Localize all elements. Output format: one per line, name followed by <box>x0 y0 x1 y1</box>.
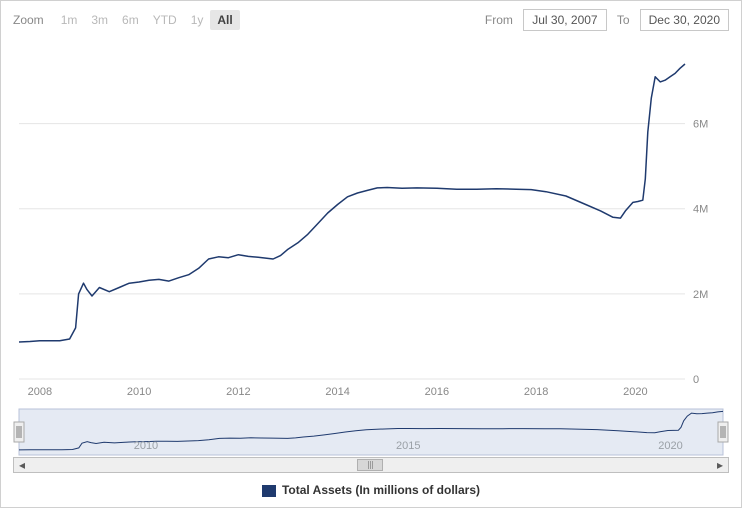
svg-text:6M: 6M <box>693 119 708 131</box>
svg-text:2010: 2010 <box>127 386 151 398</box>
zoom-3m-button[interactable]: 3m <box>84 10 115 30</box>
svg-text:2M: 2M <box>693 289 708 301</box>
zoom-all-button[interactable]: All <box>210 10 239 30</box>
zoom-toolbar: Zoom 1m3m6mYTD1yAll From Jul 30, 2007 To… <box>13 9 729 37</box>
svg-text:2020: 2020 <box>658 440 682 452</box>
zoom-6m-button[interactable]: 6m <box>115 10 146 30</box>
scrollbar-track[interactable] <box>30 458 712 472</box>
scroll-left-icon[interactable]: ◂ <box>14 458 30 472</box>
legend-label: Total Assets (In millions of dollars) <box>282 483 480 497</box>
legend-swatch <box>262 485 276 497</box>
svg-text:4M: 4M <box>693 204 708 216</box>
main-chart[interactable]: 0 2M 4M 6M 2008 2010 2012 2014 2016 2018 2020 <box>13 41 729 401</box>
zoom-ytd-button[interactable]: YTD <box>146 10 184 30</box>
chart-legend: Total Assets (In millions of dollars) <box>13 473 729 497</box>
svg-text:2020: 2020 <box>623 386 647 398</box>
horizontal-scrollbar[interactable]: ◂ ▸ <box>13 457 729 473</box>
zoom-label: Zoom <box>13 13 44 27</box>
navigator-chart[interactable]: 2010 2015 2020 <box>13 407 729 457</box>
svg-text:2014: 2014 <box>325 386 349 398</box>
scrollbar-thumb[interactable] <box>357 459 383 471</box>
to-date-input[interactable]: Dec 30, 2020 <box>640 9 729 31</box>
svg-text:2010: 2010 <box>134 440 158 452</box>
zoom-1m-button[interactable]: 1m <box>54 10 85 30</box>
from-date-input[interactable]: Jul 30, 2007 <box>523 9 607 31</box>
svg-text:2016: 2016 <box>425 386 449 398</box>
svg-text:0: 0 <box>693 374 699 386</box>
to-label: To <box>617 13 630 27</box>
zoom-1y-button[interactable]: 1y <box>184 10 211 30</box>
svg-text:2018: 2018 <box>524 386 548 398</box>
svg-text:2012: 2012 <box>226 386 250 398</box>
svg-text:2015: 2015 <box>396 440 420 452</box>
svg-text:2008: 2008 <box>28 386 52 398</box>
scroll-right-icon[interactable]: ▸ <box>712 458 728 472</box>
from-label: From <box>485 13 513 27</box>
